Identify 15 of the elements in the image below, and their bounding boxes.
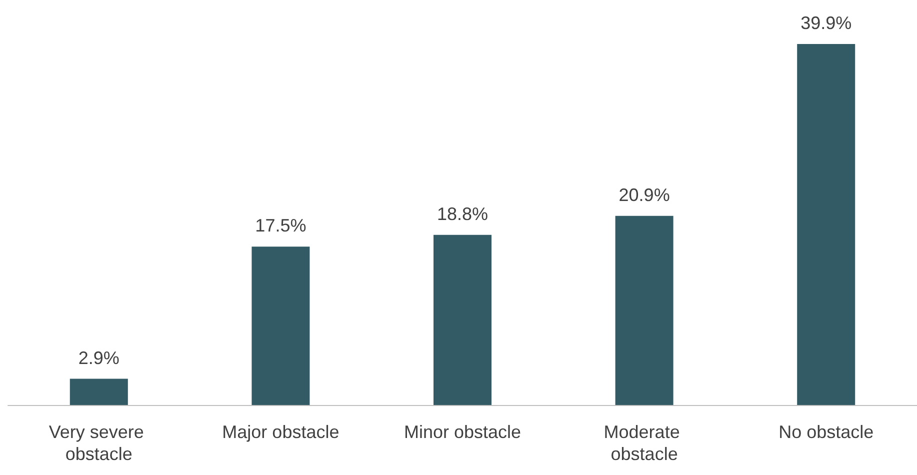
data-label: 17.5% [255,216,306,236]
data-label: 39.9% [800,13,852,33]
data-label: 20.9% [618,184,670,205]
x-tick-label: Major obstacle [222,422,340,442]
bar [70,378,128,405]
x-tick-label: Minor obstacle [404,422,522,442]
bar [797,44,856,405]
bar [615,216,674,405]
x-tick-label: No obstacle [778,422,874,442]
x-tick-label: Very severe obstacle [48,422,149,464]
x-tick-label: Moderate obstacle [604,422,685,464]
bar [252,246,310,405]
bar [434,234,492,405]
data-label: 2.9% [78,348,120,368]
data-label: 18.8% [436,204,488,224]
